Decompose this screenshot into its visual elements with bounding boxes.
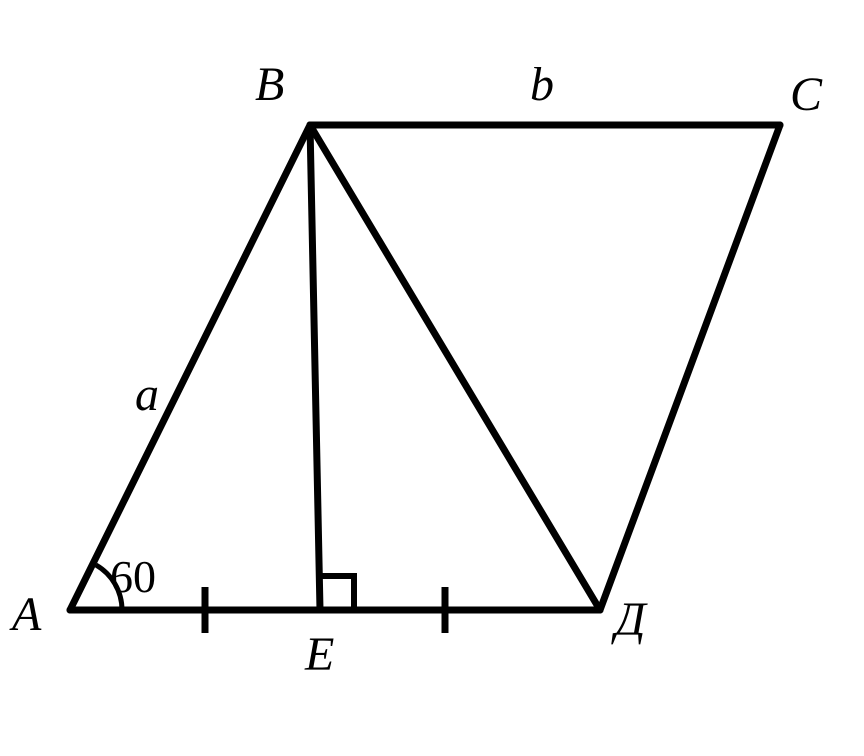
- label-B: B: [255, 58, 284, 111]
- label-angle-60: 60: [110, 551, 156, 602]
- label-D: Д: [611, 593, 648, 646]
- label-C: C: [790, 68, 823, 121]
- label-side-b: b: [530, 58, 554, 111]
- right-angle-marker: [320, 576, 354, 610]
- label-A: A: [9, 588, 42, 641]
- label-side-a: a: [135, 368, 159, 421]
- edge-BE: [310, 125, 320, 610]
- edge-BD: [310, 125, 600, 610]
- label-E: E: [304, 628, 334, 681]
- edge-CD: [600, 125, 780, 610]
- edge-AB: [70, 125, 310, 610]
- geometry-diagram: A B C Д E a b 60: [0, 0, 864, 756]
